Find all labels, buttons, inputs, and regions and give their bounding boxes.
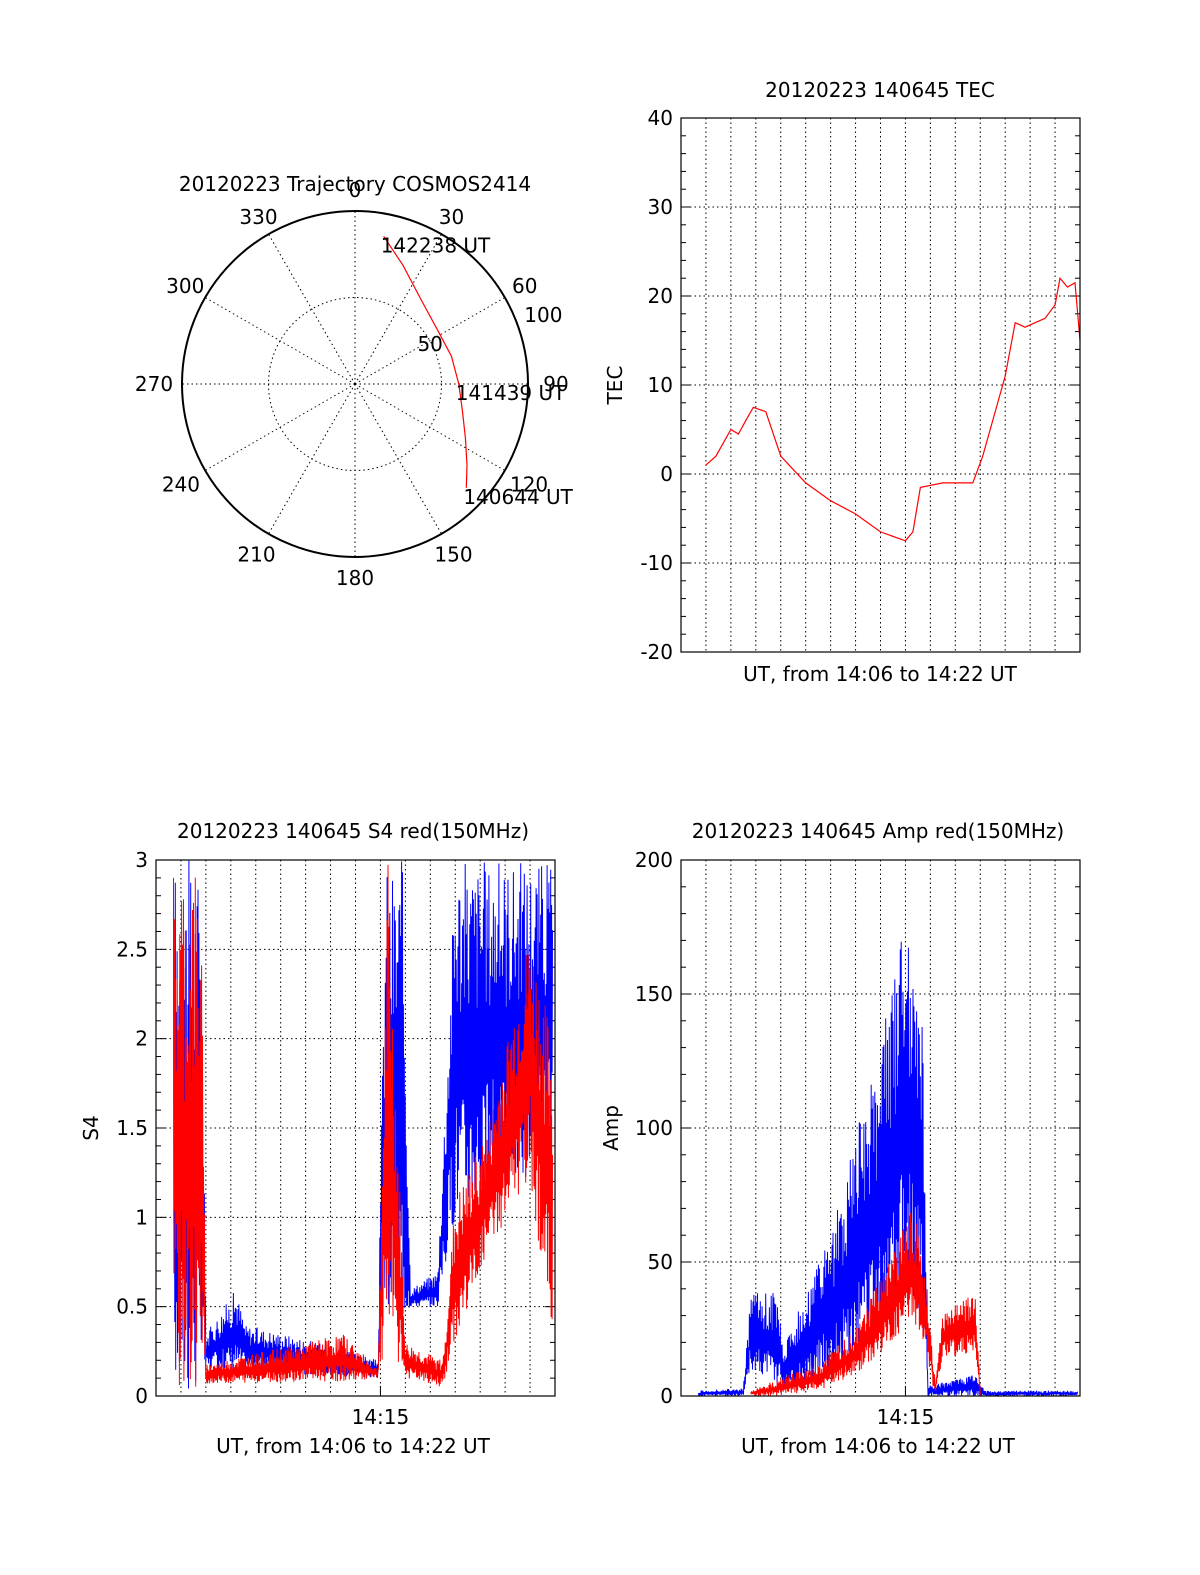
tec-ytick-label: 0 [660, 462, 673, 486]
s4-ytick-label: 0 [135, 1384, 148, 1408]
tec-ytick-label: 30 [648, 195, 673, 219]
s4-plot-frame [155, 859, 556, 1397]
tec-series-line [705, 276, 1081, 542]
trajectory-time-annotation: 142238 UT [381, 233, 491, 257]
polar-azimuth-label: 270 [135, 372, 173, 396]
tec-ytick-label: 20 [648, 284, 673, 308]
tec-ytick-label: 10 [648, 373, 673, 397]
polar-azimuth-label: 0 [349, 178, 362, 202]
polar-spoke [268, 383, 356, 535]
polar-radius-label: 50 [417, 332, 442, 356]
polar-spoke [354, 297, 506, 385]
trajectory-polar-plot: 20120223 Trajectory COSMOS2414 0 30 60 90 12… [135, 172, 574, 590]
polar-azimuth-label: 30 [439, 205, 464, 229]
s4-ytick-label: 0.5 [116, 1295, 148, 1319]
polar-azimuth-label: 240 [162, 473, 200, 497]
polar-outer-ring [181, 210, 529, 558]
tec-ytick-label: -20 [640, 640, 673, 664]
amp-ytick-label: 150 [635, 982, 673, 1006]
amp-chart: 20120223 140645 Amp red(150MHz) UT, from… [599, 819, 1081, 1458]
polar-azimuth-label: 120 [510, 473, 548, 497]
polar-spoke [354, 233, 442, 385]
s4-ylabel: S4 [79, 1115, 103, 1140]
amp-ytick-label: 50 [648, 1250, 673, 1274]
amp-ytick-label: 0 [660, 1384, 673, 1408]
s4-xlabel: UT, from 14:06 to 14:22 UT [216, 1434, 491, 1458]
amp-ytick-label: 100 [635, 1116, 673, 1140]
polar-azimuth-label: 90 [543, 372, 568, 396]
polar-radius-label: 100 [524, 303, 562, 327]
s4-ytick-label: 1.5 [116, 1116, 148, 1140]
tec-ylabel: TEC [603, 366, 627, 406]
amp-red-series-line [750, 1212, 981, 1397]
tec-ytick-label: 40 [648, 106, 673, 130]
polar-azimuth-label: 150 [434, 543, 472, 567]
amp-title: 20120223 140645 Amp red(150MHz) [692, 819, 1064, 843]
amp-plot-frame [680, 859, 1081, 1397]
polar-azimuth-label: 60 [512, 274, 537, 298]
polar-azimuth-label: 210 [237, 543, 275, 567]
s4-ytick-label: 3 [135, 848, 148, 872]
tec-ytick-label: -10 [640, 551, 673, 575]
polar-azimuth-label: 300 [166, 274, 204, 298]
tec-title: 20120223 140645 TEC [765, 78, 995, 102]
tec-xlabel: UT, from 14:06 to 14:22 UT [743, 662, 1018, 686]
polar-spoke [204, 297, 356, 385]
trajectory-title: 20120223 Trajectory COSMOS2414 [179, 172, 531, 196]
s4-xtick-label: 14:15 [352, 1405, 410, 1429]
amp-xlabel: UT, from 14:06 to 14:22 UT [741, 1434, 1016, 1458]
polar-spoke [268, 233, 356, 385]
tec-chart: 20120223 140645 TEC UT, from 14:06 to 14… [603, 78, 1081, 686]
s4-ytick-label: 1 [135, 1205, 148, 1229]
polar-azimuth-label: 330 [239, 205, 277, 229]
amp-ytick-label: 200 [635, 848, 673, 872]
s4-chart: 20120223 140645 S4 red(150MHz) UT, from … [79, 819, 556, 1458]
polar-spoke [204, 383, 356, 471]
polar-azimuth-label: 180 [336, 566, 374, 590]
amp-xtick-label: 14:15 [877, 1405, 935, 1429]
s4-ytick-label: 2 [135, 1027, 148, 1051]
s4-ytick-label: 2.5 [116, 937, 148, 961]
s4-red-series-line [173, 864, 553, 1387]
trajectory-time-annotation: 140644 UT [463, 485, 573, 509]
s4-blue-series-line [173, 860, 553, 1389]
trajectory-series-line [383, 235, 468, 488]
polar-spoke [354, 383, 442, 535]
amp-ylabel: Amp [599, 1105, 623, 1151]
polar-spoke [354, 383, 506, 471]
tec-plot-frame [680, 117, 1081, 653]
trajectory-time-annotation: 141439 UT [456, 381, 566, 405]
s4-title: 20120223 140645 S4 red(150MHz) [177, 819, 529, 843]
